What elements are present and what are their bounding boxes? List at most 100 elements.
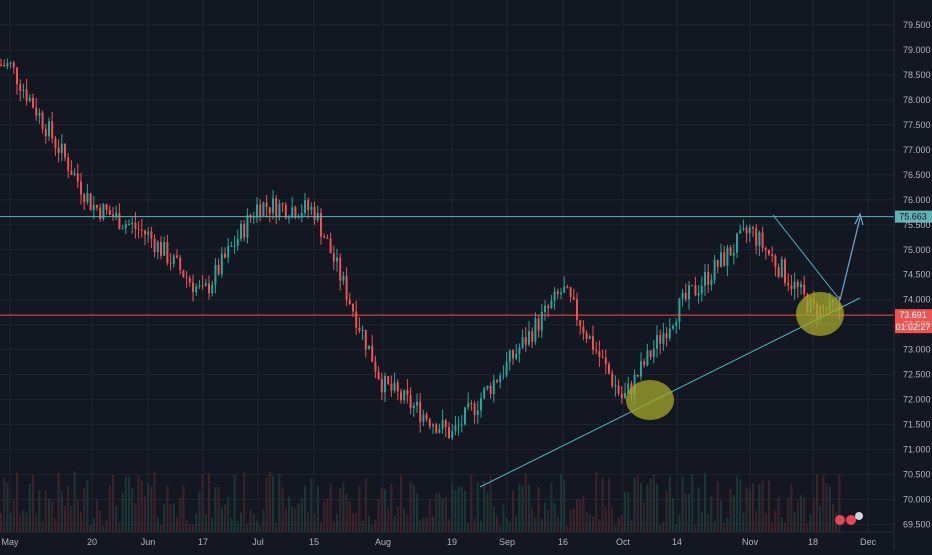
volume-bar [92, 517, 95, 532]
volume-bar [595, 471, 598, 532]
volume-bar [112, 474, 114, 532]
volume-bar [435, 493, 438, 532]
candle-body [595, 349, 598, 352]
volume-bar [448, 519, 450, 532]
candle-body [12, 62, 15, 68]
candle-body [156, 241, 159, 253]
candle-body [624, 393, 626, 398]
volume-bar [307, 511, 310, 532]
annotations: 75.663 73.691 01:02:27 [0, 210, 932, 525]
candle-body [172, 255, 175, 264]
volume-bar [432, 516, 434, 532]
volume-bar [227, 497, 230, 532]
candle-body [457, 424, 460, 426]
candle-body [310, 206, 313, 211]
candle-body [656, 335, 658, 349]
volume-bar [124, 476, 127, 532]
candle-body [659, 335, 662, 344]
candle-body [150, 231, 153, 239]
candle-body [160, 241, 162, 256]
volume-bar [684, 493, 687, 532]
candle-body [473, 403, 476, 415]
volume-bar [681, 476, 684, 532]
candle-body [729, 247, 732, 256]
volume-bar [694, 525, 697, 532]
candle-body [76, 173, 79, 182]
y-tick-label: 78.500 [903, 70, 931, 80]
candles [0, 58, 841, 441]
candle-body [508, 350, 511, 362]
candle-body [528, 331, 530, 345]
volume-bar [643, 502, 646, 532]
volume-bar [396, 507, 399, 532]
candle-body [336, 257, 338, 262]
candle-body [144, 230, 146, 235]
volume-bar [806, 523, 809, 532]
candle-body [707, 272, 710, 285]
candle-body [691, 285, 694, 287]
candle-body [534, 318, 537, 342]
volume-bar [803, 497, 806, 532]
projection-arrow [839, 217, 861, 301]
volume-bar [406, 514, 409, 532]
highlight-ellipse [796, 292, 844, 336]
candle-body [121, 228, 124, 230]
candle-body [412, 405, 415, 409]
candle-body [668, 328, 671, 339]
volume-bar [508, 522, 511, 532]
x-tick-label: Dec [860, 537, 877, 547]
candle-body [112, 214, 114, 218]
volume-bar [300, 497, 303, 532]
candle-body [105, 204, 108, 210]
candle-body [489, 385, 492, 395]
volume-bar [688, 494, 690, 532]
candle-body [697, 293, 700, 296]
y-tick-label: 79.000 [903, 45, 931, 55]
event-marker-icon [855, 512, 863, 520]
volume-bar [668, 476, 671, 532]
candle-body [640, 361, 642, 377]
volume-bar [233, 475, 236, 532]
candle-body [19, 84, 22, 91]
candle-body [646, 350, 649, 366]
volume-bar [86, 480, 89, 532]
volume-bar [352, 512, 354, 532]
volume-bar [662, 521, 665, 532]
volume-bar [704, 473, 706, 532]
candle-body [476, 410, 479, 415]
candle-body [569, 287, 572, 298]
volume-bar [825, 483, 828, 532]
volume-bar [278, 473, 281, 532]
volume-bar [326, 498, 329, 532]
y-tick-label: 76.000 [903, 195, 931, 205]
candle-body [560, 292, 562, 294]
candle-body [179, 257, 182, 271]
y-tick-label: 71.500 [903, 420, 931, 430]
candle-body [147, 231, 150, 235]
volume-bar [822, 475, 825, 532]
candle-body [483, 388, 486, 399]
candle-body [723, 252, 726, 266]
candle-body [608, 364, 610, 374]
volume-bar [624, 491, 626, 532]
volume-bar [166, 485, 169, 532]
y-tick-label: 77.500 [903, 120, 931, 130]
volume-bar [147, 482, 150, 532]
volume-bar [310, 478, 313, 532]
volume-bar [374, 519, 377, 532]
candle-body [502, 375, 505, 377]
volume-bar [115, 506, 118, 532]
volume-bar [566, 525, 569, 532]
volume-bar [710, 495, 713, 532]
volume-bar [563, 480, 566, 532]
candle-body [547, 305, 550, 309]
candle-body [665, 333, 668, 339]
x-tick-label: 19 [447, 537, 457, 547]
candle-body [748, 227, 751, 234]
wedge-trendline [772, 214, 841, 301]
volume-bar [320, 522, 322, 532]
volume-bar [620, 515, 623, 532]
volume-bar [99, 509, 102, 532]
